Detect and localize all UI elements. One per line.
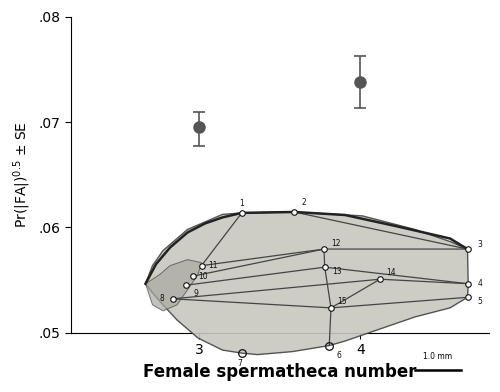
Text: 3: 3 (478, 240, 482, 249)
X-axis label: Female spermatheca number: Female spermatheca number (143, 363, 416, 381)
Text: 14: 14 (386, 268, 396, 277)
Text: 8: 8 (160, 294, 164, 303)
Text: 12: 12 (332, 239, 341, 247)
Polygon shape (146, 212, 468, 355)
Text: 10: 10 (198, 272, 208, 281)
Text: 9: 9 (193, 289, 198, 298)
Text: 13: 13 (332, 267, 342, 276)
Text: 6: 6 (336, 351, 342, 360)
Text: 7: 7 (238, 359, 242, 368)
Text: 4: 4 (478, 279, 483, 288)
Text: 5: 5 (478, 298, 482, 306)
Text: 2: 2 (302, 198, 306, 207)
Text: 1: 1 (240, 200, 244, 208)
Text: 11: 11 (208, 261, 218, 270)
Y-axis label: Pr(|FA|)$^{0.5}$ ± SE: Pr(|FA|)$^{0.5}$ ± SE (11, 122, 32, 228)
Text: 15: 15 (338, 297, 347, 306)
Text: 1.0 mm: 1.0 mm (423, 352, 452, 361)
Polygon shape (146, 260, 202, 311)
